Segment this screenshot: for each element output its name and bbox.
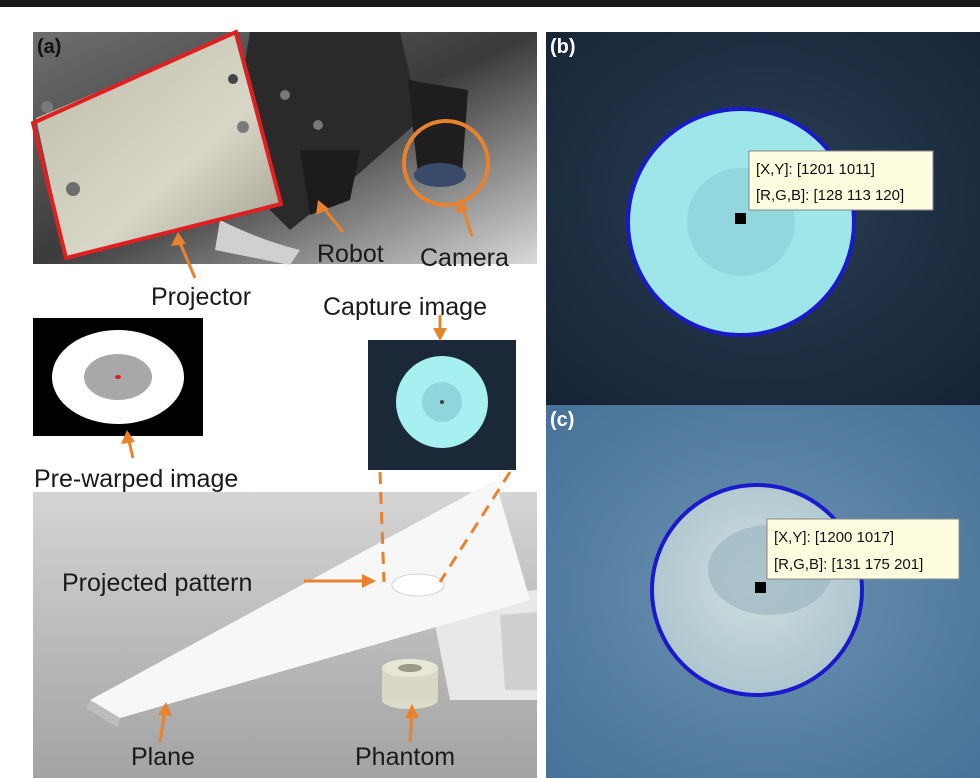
dashed-line-left	[378, 471, 386, 583]
label-plane: Plane	[131, 743, 195, 771]
dashed-line-right	[438, 471, 512, 583]
label-projector: Projector	[151, 283, 251, 311]
projected-pattern-spot	[391, 573, 445, 597]
projector-outline	[30, 29, 284, 261]
tooltip-b-xy: [X,Y]: [1201 1011]	[756, 161, 875, 178]
pixel-marker-c	[755, 582, 766, 593]
capture-image-inset	[368, 340, 516, 470]
tooltip-b-rgb: [R,G,B]: [128 113 120]	[756, 187, 904, 204]
label-camera: Camera	[420, 244, 509, 272]
label-phantom: Phantom	[355, 743, 455, 771]
tooltip-b	[748, 150, 934, 211]
projector-body	[36, 34, 280, 257]
panel-c: [X,Y]: [1200 1017] [R,G,B]: [131 175 201…	[546, 405, 980, 778]
plane-board	[90, 480, 530, 718]
panel-a-top-photo	[33, 32, 537, 265]
label-capture-image: Capture image	[323, 293, 487, 321]
tooltip-c-rgb: [R,G,B]: [131 175 201]	[774, 556, 923, 573]
camera-highlight-circle	[402, 119, 490, 207]
panel-label-a: (a)	[37, 36, 61, 58]
top-border	[0, 0, 980, 7]
panel-label-c: (c)	[550, 409, 574, 431]
panel-label-b: (b)	[550, 36, 576, 58]
tooltip-c-xy: [X,Y]: [1200 1017]	[774, 529, 894, 546]
tooltip-c	[766, 518, 960, 580]
label-pre-warped-image: Pre-warped image	[34, 465, 238, 493]
pixel-marker-b	[735, 213, 746, 224]
panel-a-bottom-photo	[33, 480, 537, 778]
annotation-arrows	[121, 199, 474, 743]
pre-warped-image-inset	[33, 318, 203, 436]
panel-b: [X,Y]: [1201 1011] [R,G,B]: [128 113 120…	[546, 32, 980, 405]
label-robot: Robot	[317, 240, 384, 268]
label-projected-pattern: Projected pattern	[62, 569, 252, 597]
